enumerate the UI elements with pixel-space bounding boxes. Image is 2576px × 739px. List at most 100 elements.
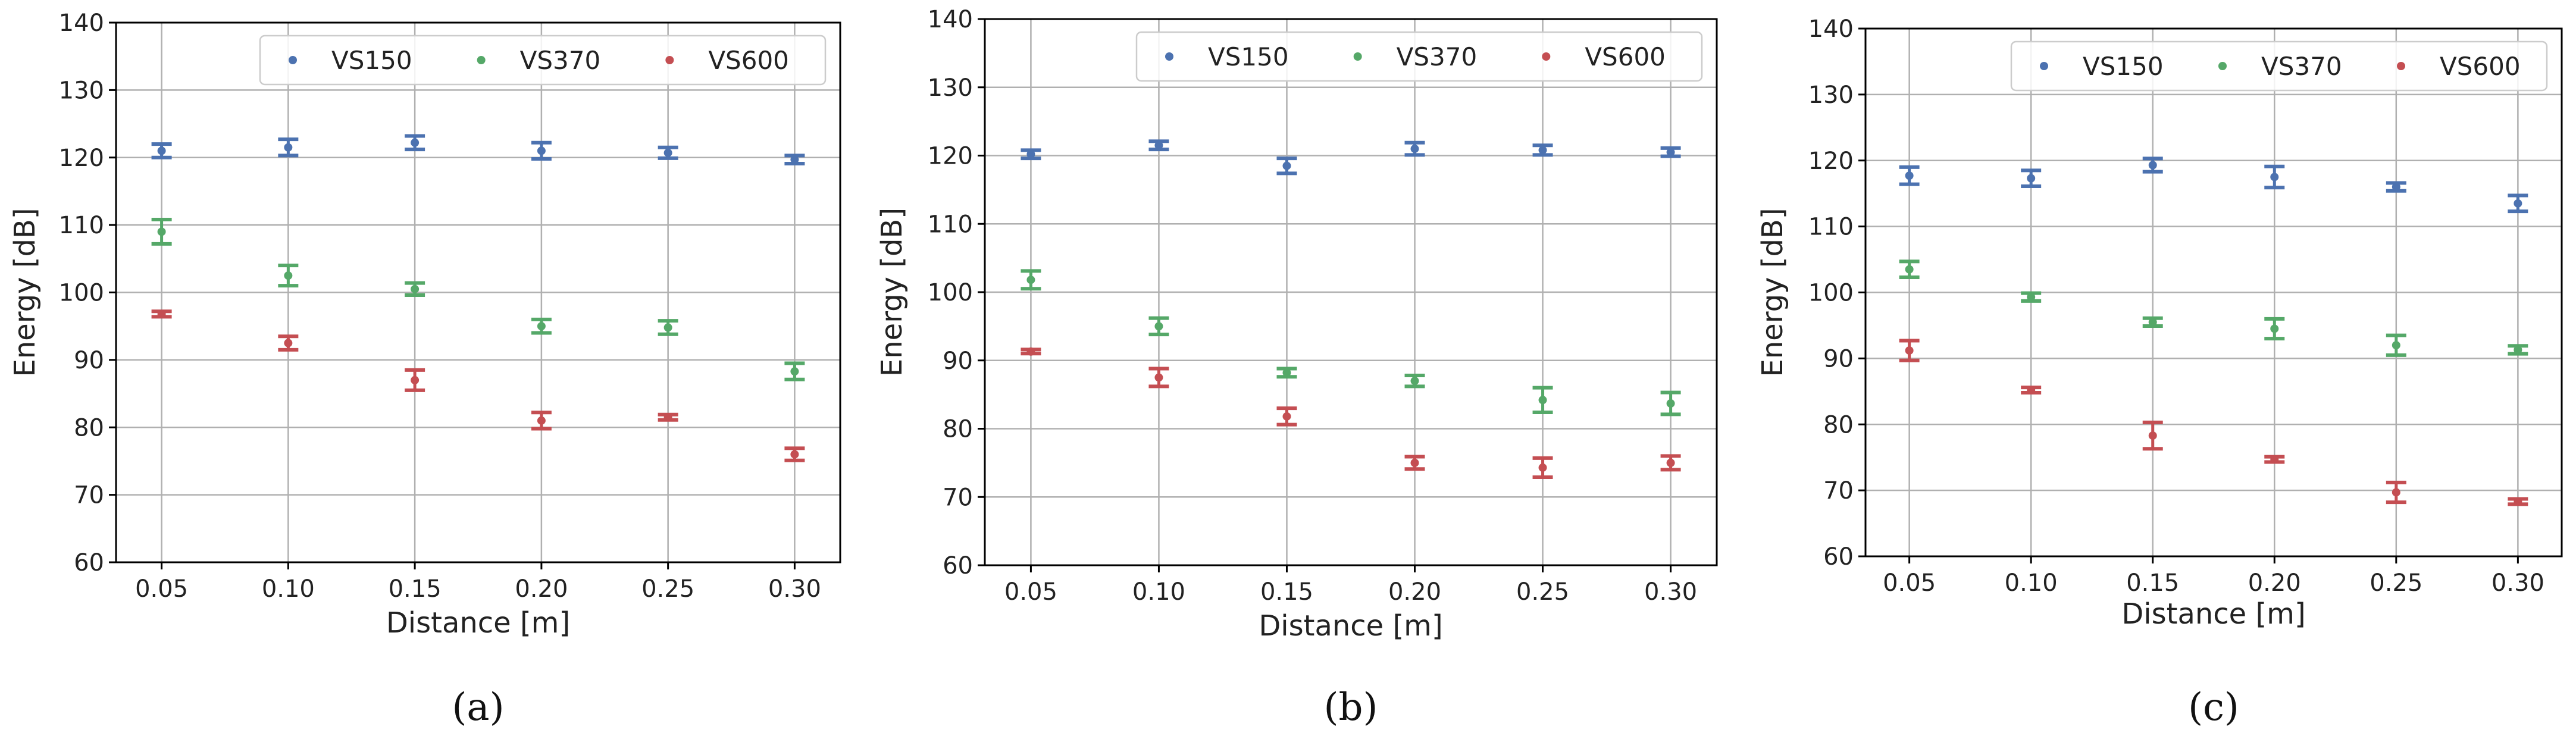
data-point <box>1538 146 1547 155</box>
y-tick-label: 120 <box>1808 148 1854 175</box>
data-point <box>1666 458 1675 467</box>
data-point <box>157 309 166 318</box>
data-point <box>2392 488 2400 497</box>
y-tick-label: 100 <box>59 280 104 307</box>
data-point <box>1026 150 1035 159</box>
data-point <box>1282 412 1291 421</box>
data-point <box>2148 431 2157 440</box>
y-tick-label: 70 <box>74 482 104 509</box>
y-tick-label: 110 <box>59 212 104 239</box>
y-tick-label: 130 <box>1808 82 1854 109</box>
data-point <box>411 138 420 147</box>
y-tick-label: 100 <box>928 279 973 306</box>
data-point <box>1538 463 1547 472</box>
panel-caption: (b) <box>1324 685 1378 729</box>
data-point <box>1905 265 1914 274</box>
plot-frame <box>984 18 1718 566</box>
series-VS150 <box>1899 156 2528 214</box>
legend-label: VS150 <box>2083 52 2164 81</box>
x-tick-label: 0.10 <box>2005 569 2058 597</box>
x-tick-label: 0.25 <box>2370 569 2422 597</box>
y-axis-label: Energy [dB] <box>875 208 909 377</box>
data-point <box>1538 396 1547 405</box>
series-VS600 <box>151 309 805 462</box>
data-point <box>2148 318 2157 327</box>
data-point <box>1154 322 1163 331</box>
series-VS370 <box>1021 269 1681 417</box>
y-tick-label: 80 <box>1823 411 1854 439</box>
data-point <box>2514 345 2522 354</box>
legend-label: VS600 <box>1585 42 1666 71</box>
chart-panel-2: 60 70 80 90 100 110 120 130 140 0.05 0.10 0.15 0.20 0… <box>875 6 1718 729</box>
legend-label: VS600 <box>708 46 789 75</box>
legend-box <box>2010 40 2548 92</box>
data-point <box>790 450 799 459</box>
x-tick-label: 0.30 <box>1644 578 1697 606</box>
y-tick-label: 110 <box>928 211 973 238</box>
y-tick-label: 140 <box>59 10 104 37</box>
y-tick-label: 120 <box>59 145 104 172</box>
x-tick-label: 0.10 <box>1132 578 1185 606</box>
data-point <box>537 146 546 155</box>
data-point <box>2514 199 2522 208</box>
y-tick-label: 80 <box>943 416 973 443</box>
x-tick-label: 0.15 <box>1260 578 1313 606</box>
plot-frame <box>115 21 841 563</box>
data-point <box>790 155 799 164</box>
data-point <box>1154 141 1163 150</box>
data-point <box>1282 161 1291 170</box>
legend-marker <box>1542 52 1551 61</box>
plot-frame <box>1864 27 2563 558</box>
series-VS150 <box>151 134 805 165</box>
data-point <box>663 413 672 422</box>
x-tick-label: 0.05 <box>1004 578 1057 606</box>
x-tick-label: 0.30 <box>768 575 821 603</box>
data-point <box>1026 347 1035 356</box>
legend-marker <box>289 56 297 64</box>
x-axis-label: Distance [m] <box>2121 597 2305 631</box>
y-tick-label: 110 <box>1808 214 1854 241</box>
legend-label: VS600 <box>2440 52 2521 81</box>
data-point <box>537 416 546 425</box>
data-point <box>2148 161 2157 170</box>
y-tick-label: 100 <box>1808 280 1854 307</box>
legend-marker <box>1165 52 1173 61</box>
y-tick-label: 140 <box>928 6 973 33</box>
x-tick-label: 0.05 <box>135 575 188 603</box>
data-point <box>411 375 420 384</box>
x-axis-label: Distance [m] <box>1259 609 1442 643</box>
legend: VS150 VS370 VS600 <box>259 35 827 86</box>
data-point <box>1410 145 1419 154</box>
panel-caption: (c) <box>2188 685 2239 729</box>
legend-marker <box>1353 52 1362 61</box>
data-point <box>2027 174 2036 183</box>
y-tick-label: 90 <box>74 347 104 374</box>
data-point <box>157 146 166 155</box>
legend-label: VS370 <box>1397 42 1478 71</box>
y-tick-label: 120 <box>928 143 973 170</box>
legend-label: VS150 <box>1208 42 1289 71</box>
data-point <box>2392 183 2400 192</box>
x-tick-label: 0.20 <box>515 575 568 603</box>
x-tick-label: 0.20 <box>2248 569 2301 597</box>
x-tick-label: 0.10 <box>262 575 315 603</box>
y-tick-label: 80 <box>74 414 104 441</box>
y-tick-label: 130 <box>928 74 973 102</box>
legend-marker <box>477 56 486 64</box>
y-tick-label: 70 <box>1823 477 1854 505</box>
series-VS370 <box>1899 259 2528 357</box>
legend: VS150 VS370 VS600 <box>2010 40 2548 92</box>
data-point <box>2270 173 2279 181</box>
y-tick-label: 60 <box>943 552 973 580</box>
data-point <box>1282 368 1291 377</box>
x-tick-label: 0.25 <box>641 575 694 603</box>
y-tick-label: 90 <box>943 347 973 375</box>
data-point <box>1154 373 1163 382</box>
data-point <box>1666 399 1675 408</box>
x-tick-label: 0.20 <box>1388 578 1441 606</box>
legend-label: VS150 <box>331 46 412 75</box>
data-point <box>1666 148 1675 156</box>
legend-marker <box>2397 62 2405 70</box>
data-point <box>2027 386 2036 394</box>
